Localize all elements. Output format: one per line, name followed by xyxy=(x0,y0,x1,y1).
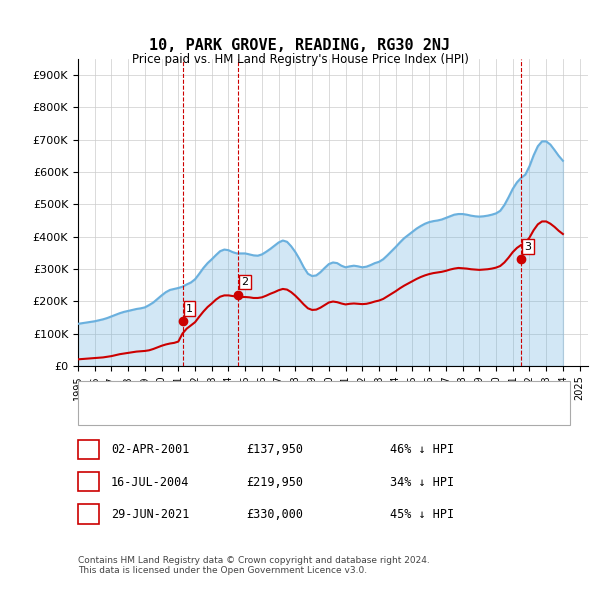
Text: 2: 2 xyxy=(242,277,249,287)
Text: 1: 1 xyxy=(186,304,193,313)
Text: 3: 3 xyxy=(85,508,92,521)
Text: Price paid vs. HM Land Registry's House Price Index (HPI): Price paid vs. HM Land Registry's House … xyxy=(131,53,469,66)
Text: 16-JUL-2004: 16-JUL-2004 xyxy=(111,476,190,489)
Text: £330,000: £330,000 xyxy=(246,508,303,521)
Text: 46% ↓ HPI: 46% ↓ HPI xyxy=(390,443,454,456)
Text: 10, PARK GROVE, READING, RG30 2NJ (detached house): 10, PARK GROVE, READING, RG30 2NJ (detac… xyxy=(123,388,415,398)
Text: 10, PARK GROVE, READING, RG30 2NJ: 10, PARK GROVE, READING, RG30 2NJ xyxy=(149,38,451,53)
Text: 1: 1 xyxy=(85,443,92,456)
Text: 02-APR-2001: 02-APR-2001 xyxy=(111,443,190,456)
Text: £137,950: £137,950 xyxy=(246,443,303,456)
Text: 29-JUN-2021: 29-JUN-2021 xyxy=(111,508,190,521)
Text: 2: 2 xyxy=(85,476,92,489)
Text: 45% ↓ HPI: 45% ↓ HPI xyxy=(390,508,454,521)
Text: 3: 3 xyxy=(524,241,532,251)
Text: HPI: Average price, detached house, Reading: HPI: Average price, detached house, Read… xyxy=(123,408,358,417)
Text: £219,950: £219,950 xyxy=(246,476,303,489)
Text: Contains HM Land Registry data © Crown copyright and database right 2024.
This d: Contains HM Land Registry data © Crown c… xyxy=(78,556,430,575)
Text: 34% ↓ HPI: 34% ↓ HPI xyxy=(390,476,454,489)
